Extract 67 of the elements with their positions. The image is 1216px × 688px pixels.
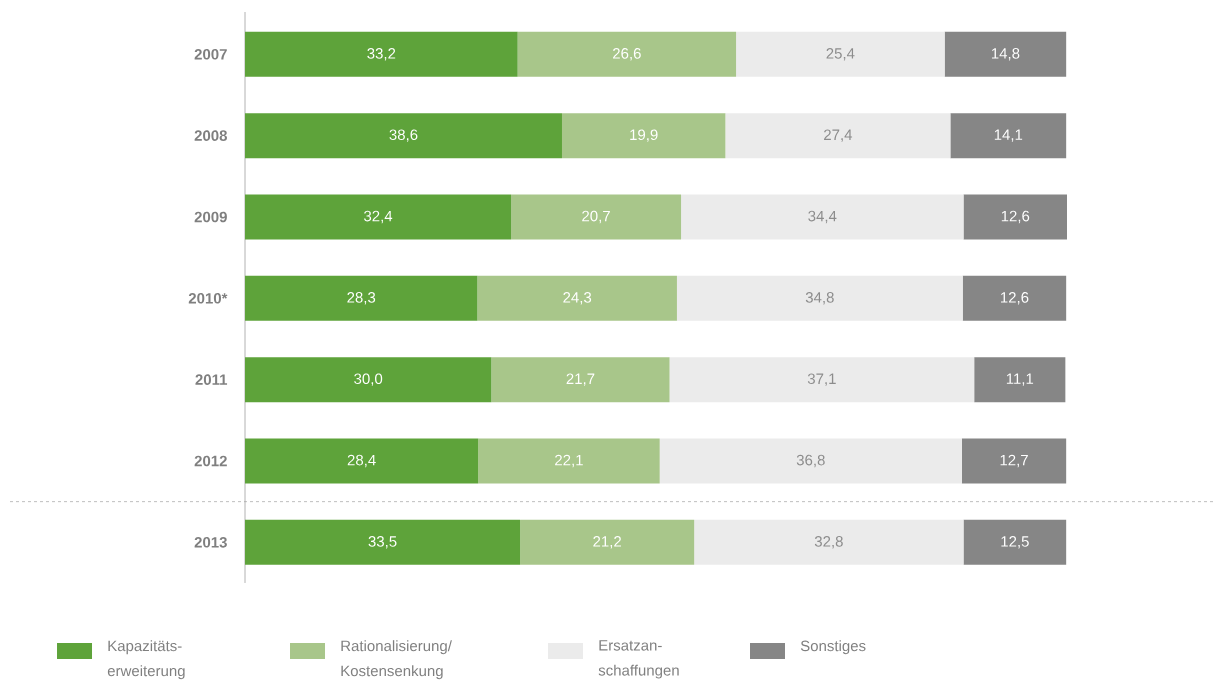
bar bbox=[477, 275, 677, 321]
data-label: 20,7 bbox=[582, 210, 610, 224]
legend-label: Kapazitäts-erweiterung bbox=[107, 640, 185, 680]
bar bbox=[478, 438, 660, 484]
bar bbox=[950, 113, 1067, 159]
bar bbox=[681, 194, 964, 240]
bar bbox=[245, 275, 478, 321]
bar bbox=[245, 357, 492, 403]
data-label: 34,8 bbox=[805, 292, 834, 305]
data-label: 19,9 bbox=[630, 129, 658, 142]
bar bbox=[736, 31, 945, 77]
data-label: 14,8 bbox=[991, 48, 1020, 61]
bar bbox=[245, 438, 479, 484]
data-label: 27,4 bbox=[824, 129, 853, 142]
y-tick-label: 2011 bbox=[195, 374, 228, 385]
bar bbox=[725, 113, 951, 159]
data-label: 12,5 bbox=[1001, 536, 1029, 549]
bar bbox=[961, 438, 1067, 484]
data-label: 22,1 bbox=[555, 454, 583, 468]
bar bbox=[245, 519, 521, 565]
data-label: 12,6 bbox=[1001, 210, 1030, 224]
data-label: 12,7 bbox=[1000, 454, 1028, 468]
bar bbox=[491, 357, 670, 403]
data-label: 14,1 bbox=[994, 129, 1023, 142]
data-label: 21,2 bbox=[593, 536, 621, 549]
data-label: 11,1 bbox=[1006, 373, 1034, 386]
y-tick-label: 2012 bbox=[194, 455, 227, 467]
y-tick-label: 2007 bbox=[194, 48, 227, 60]
bar bbox=[974, 357, 1066, 403]
data-label: 37,1 bbox=[807, 373, 836, 386]
y-tick-label: 2013 bbox=[194, 537, 227, 548]
bar bbox=[245, 194, 512, 240]
legend-label: Rationalisierung/ Kostensenkung bbox=[341, 640, 452, 680]
data-label: 36,8 bbox=[796, 454, 825, 468]
bar bbox=[520, 519, 695, 565]
data-label: 26,6 bbox=[613, 48, 641, 61]
bar bbox=[669, 357, 975, 403]
data-label: 28,3 bbox=[347, 292, 376, 305]
legend-label: Sonstiges bbox=[800, 640, 866, 655]
bar bbox=[962, 275, 1067, 321]
data-label: 32,8 bbox=[814, 536, 843, 549]
bar bbox=[245, 31, 518, 77]
data-label: 34,4 bbox=[808, 210, 837, 224]
bar bbox=[694, 519, 964, 565]
data-label: 33,5 bbox=[368, 536, 397, 549]
y-tick-label: 2009 bbox=[194, 211, 227, 223]
data-label: 38,6 bbox=[389, 129, 418, 142]
bar bbox=[963, 194, 1067, 240]
y-tick-label: 2008 bbox=[194, 130, 227, 141]
y-tick-label: 2010* bbox=[188, 293, 228, 304]
bar bbox=[511, 194, 682, 240]
legend-label: Ersatzan-schaffungen bbox=[598, 640, 679, 679]
data-label: 30,0 bbox=[354, 373, 383, 386]
data-label: 32,4 bbox=[364, 210, 393, 224]
bar bbox=[963, 519, 1067, 565]
bar bbox=[517, 31, 737, 77]
bar bbox=[676, 275, 963, 321]
bar bbox=[944, 31, 1067, 77]
bar bbox=[561, 113, 726, 159]
data-label: 21,7 bbox=[566, 373, 595, 386]
data-label: 12,6 bbox=[1000, 292, 1029, 305]
bar bbox=[245, 113, 562, 159]
data-label: 33,2 bbox=[367, 48, 396, 61]
data-label: 24,3 bbox=[563, 292, 592, 305]
data-label: 28,4 bbox=[347, 454, 376, 468]
data-label: 25,4 bbox=[826, 48, 855, 61]
bar bbox=[659, 438, 962, 484]
